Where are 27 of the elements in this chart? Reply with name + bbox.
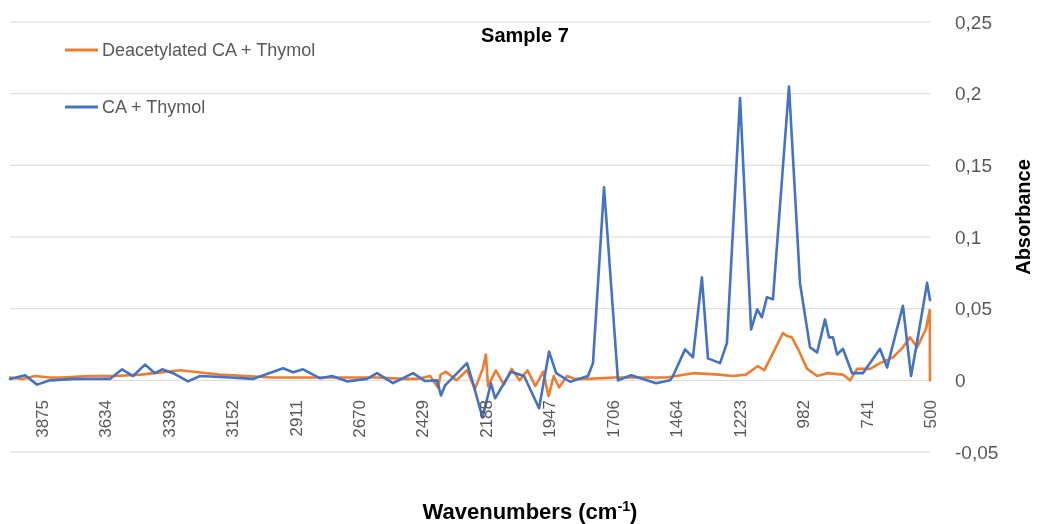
y-tick-label: 0,05 (955, 298, 992, 320)
x-tick-label: 741 (857, 400, 877, 429)
x-tick-label: 2670 (350, 400, 370, 438)
x-tick-label: 1464 (667, 400, 687, 438)
x-tick-label: 1947 (540, 400, 560, 438)
y-axis-title: Absorbance (1012, 159, 1034, 275)
x-tick-label: 2429 (413, 400, 433, 438)
legend-label: CA + Thymol (102, 97, 206, 118)
x-tick-label: 1706 (603, 400, 623, 438)
x-tick-label: 3393 (159, 400, 179, 438)
legend-label: Deacetylated CA + Thymol (102, 40, 316, 61)
x-tick-label: 500 (920, 400, 940, 429)
x-axis-title: Wavenumbers (cm$^{-1}$) (422, 498, 638, 524)
y-tick-label: 0,2 (955, 83, 982, 105)
x-tick-label: 1223 (730, 400, 750, 438)
x-tick-label: 3634 (96, 400, 116, 438)
y-tick-label: 0,15 (955, 154, 992, 176)
x-tick-label: 3875 (33, 400, 53, 438)
y-tick-label: -0,05 (955, 441, 999, 463)
x-tick-label: 3152 (223, 400, 243, 438)
x-tick-label: 982 (794, 400, 814, 429)
y-tick-label: 0 (955, 369, 966, 391)
y-tick-label: 0,1 (955, 226, 982, 248)
x-tick-label: 2911 (286, 400, 306, 437)
chart-title: Sample 7 (481, 24, 569, 46)
y-tick-label: 0,25 (955, 11, 992, 33)
x-tick-label: 2188 (476, 400, 496, 438)
